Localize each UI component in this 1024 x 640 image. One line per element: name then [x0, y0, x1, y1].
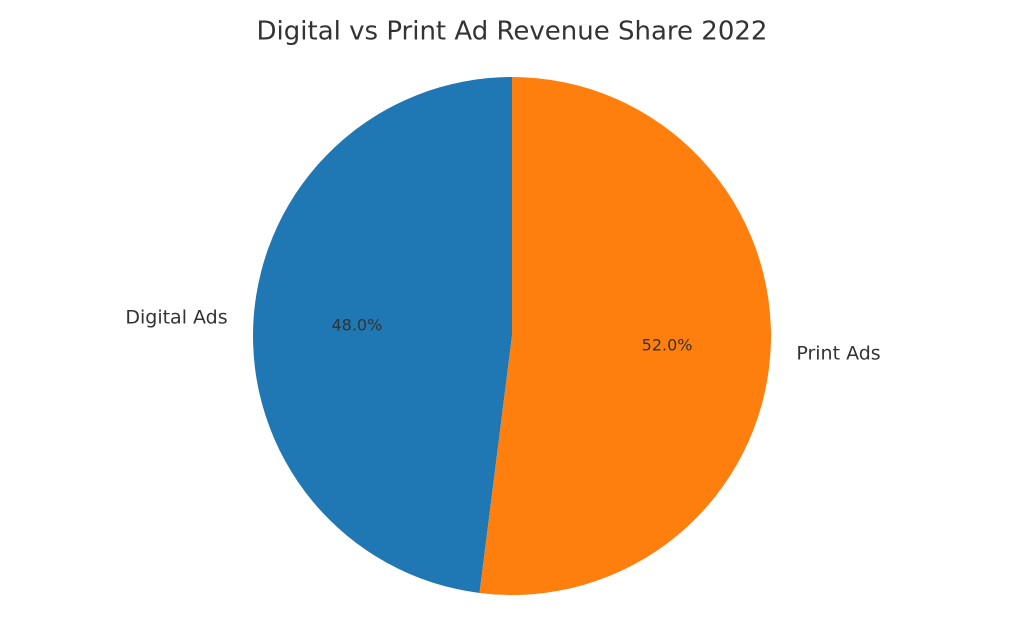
- chart-title: Digital vs Print Ad Revenue Share 2022: [257, 17, 768, 47]
- pie-slice: [479, 77, 771, 595]
- slice-label: Print Ads: [796, 342, 880, 364]
- pie-slice: [252, 77, 512, 593]
- slice-label: Digital Ads: [125, 307, 227, 329]
- value-label: 48.0%: [331, 316, 382, 335]
- value-label: 52.0%: [642, 335, 693, 354]
